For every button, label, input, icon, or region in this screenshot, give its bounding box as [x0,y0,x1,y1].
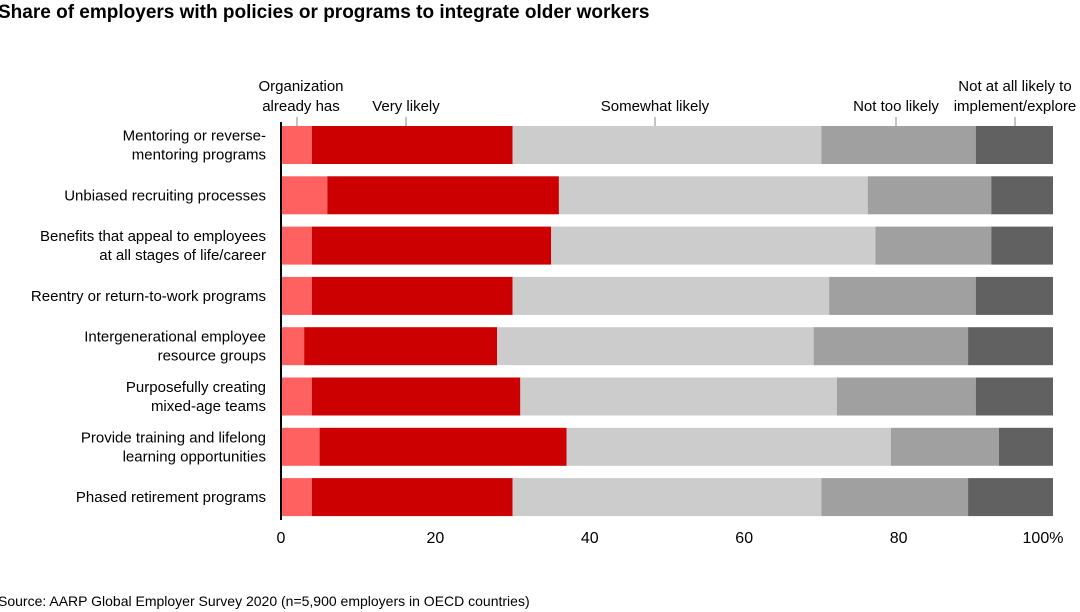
bar-segment [281,126,312,164]
bar-segment [319,427,567,466]
legend-label: Very likely [372,98,440,115]
bar-segment [281,226,312,265]
bar-segment [512,276,830,315]
bar-segment [558,176,868,215]
bar-segment [497,327,814,366]
category-label: Mentoring or reverse- [123,128,266,145]
bar-segment [566,427,891,466]
x-tick-label: 100% [1023,530,1064,547]
bar-segment [281,176,328,215]
bar-segment [968,478,1053,517]
bar-segment [520,377,837,416]
category-label: Reentry or return-to-work programs [31,288,266,305]
legend-label: Organization [258,78,343,95]
legend-label: Not too likely [853,98,939,115]
bar-segment [311,478,513,517]
x-tick-label: 80 [890,530,908,547]
bar-segment [327,176,559,215]
legend-label: already has [262,98,340,115]
bar-segment [998,427,1053,466]
x-tick-label: 60 [735,530,753,547]
bar-segment [821,126,976,164]
bar-segment [281,377,312,416]
bar-segment [311,276,513,315]
bar-segment [512,126,822,164]
bar-segment [304,327,498,366]
bar-segment [875,226,992,265]
bar-segment [836,377,976,416]
x-tick-label: 40 [581,530,599,547]
bar-segment [991,226,1053,265]
chart-title: Share of employers with policies or prog… [0,2,650,23]
legend-label: Somewhat likely [601,98,710,115]
category-label: Purposefully creating [126,379,266,396]
x-tick-label: 20 [427,530,445,547]
bar-segment [975,276,1053,315]
bar-segment [281,327,305,366]
bar-segment [890,427,999,466]
bar-segment [281,478,312,517]
bar-segment [551,226,876,265]
bar-segment [281,427,320,466]
bar-segment [821,478,969,517]
bar-segment [975,126,1053,164]
legend-label: implement/explore [954,98,1077,115]
bar-segment [867,176,992,215]
category-label: resource groups [158,348,266,365]
category-label: at all stages of life/career [99,247,266,264]
x-tick-label: 0 [277,530,286,547]
bar-segment [311,126,513,164]
category-label: learning opportunities [123,448,266,465]
category-label: mentoring programs [132,147,266,164]
category-label: Provide training and lifelong [81,429,266,446]
bar-segment [512,478,822,517]
category-label: Benefits that appeal to employees [40,228,266,245]
category-label: Unbiased recruiting processes [64,187,266,204]
bar-segment [311,377,521,416]
legend-label: Not at all likely to [958,78,1071,95]
category-label: Phased retirement programs [76,489,266,506]
bar-segment [281,276,312,315]
bar-segment [311,226,552,265]
category-label: mixed-age teams [151,398,266,415]
source-note: Source: AARP Global Employer Survey 2020… [0,593,530,609]
bar-segment [813,327,969,366]
bar-segment [968,327,1053,366]
category-label: Intergenerational employee [84,329,266,346]
bar-segment [991,176,1053,215]
bar-segment [975,377,1053,416]
bar-segment [829,276,976,315]
